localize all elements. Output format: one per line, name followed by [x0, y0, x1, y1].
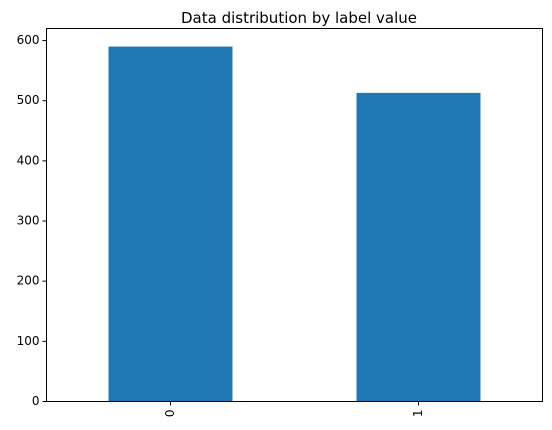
- y-tick-label: 0: [32, 394, 40, 408]
- bars-group: [108, 46, 481, 402]
- y-axis: 0 100 200 300 400 500 600: [17, 33, 47, 408]
- y-tick-label: 600: [17, 33, 40, 47]
- x-tick-label: 1: [411, 410, 425, 418]
- chart-title: Data distribution by label value: [181, 9, 417, 27]
- y-tick-label: 500: [17, 93, 40, 107]
- bar-1: [356, 92, 481, 402]
- y-tick-label: 400: [17, 153, 40, 167]
- x-tick-label: 0: [163, 410, 177, 418]
- y-tick-label: 200: [17, 274, 40, 288]
- y-tick-label: 100: [17, 334, 40, 348]
- y-tick-label: 300: [17, 214, 40, 228]
- bar-0: [108, 46, 233, 402]
- plot-frame: [46, 28, 543, 402]
